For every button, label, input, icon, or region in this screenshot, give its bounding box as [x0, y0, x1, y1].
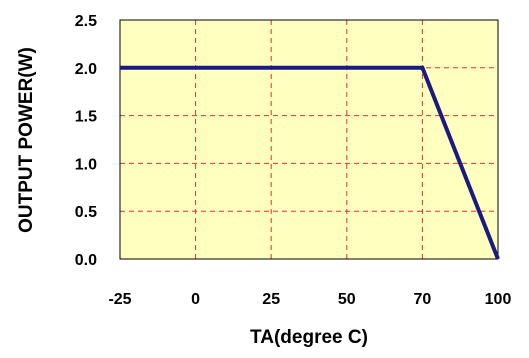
x-tick-label: -25	[108, 291, 131, 308]
y-tick-label: 2.0	[75, 61, 97, 78]
y-tick-label: 1.0	[75, 156, 97, 173]
series-group	[120, 65, 500, 260]
y-tick-label: 1.5	[75, 109, 97, 126]
y-axis-title: OUTPUT POWER(W)	[16, 47, 37, 233]
x-tick-label: 100	[485, 291, 512, 308]
x-tick-labels: -25 0 25 50 70 100	[108, 291, 511, 308]
series-line	[120, 65, 500, 260]
y-tick-labels: 2.5 2.0 1.5 1.0 0.5 0.0	[75, 13, 97, 269]
y-tick-label: 0.5	[75, 204, 97, 221]
x-axis-title: TA(degree C)	[250, 327, 368, 348]
y-tick-label: 0.0	[75, 252, 97, 269]
x-tick-label: 70	[414, 291, 432, 308]
plot-area	[120, 20, 498, 259]
y-tick-label: 2.5	[75, 13, 97, 30]
x-tick-label: 0	[191, 291, 200, 308]
x-tick-label: 50	[338, 291, 356, 308]
x-tick-label: 25	[262, 291, 280, 308]
plot-frame	[119, 19, 499, 260]
